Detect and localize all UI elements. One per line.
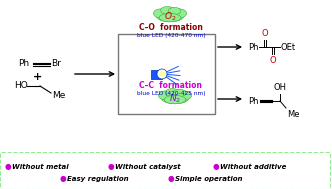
Text: O: O — [262, 29, 268, 38]
Ellipse shape — [157, 69, 167, 79]
Ellipse shape — [161, 93, 189, 104]
Text: ●: ● — [5, 163, 14, 171]
Text: OH: OH — [274, 83, 287, 92]
Text: $O_2$: $O_2$ — [164, 11, 176, 23]
Ellipse shape — [161, 6, 174, 14]
Text: Ph: Ph — [248, 43, 259, 51]
Ellipse shape — [168, 7, 181, 15]
Ellipse shape — [173, 89, 186, 97]
Ellipse shape — [176, 91, 192, 100]
Text: Ph: Ph — [248, 97, 259, 105]
Text: C–C  formation: C–C formation — [139, 81, 203, 90]
FancyBboxPatch shape — [1, 153, 330, 189]
Ellipse shape — [166, 88, 179, 96]
Text: Without additive: Without additive — [220, 164, 287, 170]
Text: +: + — [34, 72, 42, 82]
Ellipse shape — [153, 9, 169, 18]
Text: Ph: Ph — [18, 60, 29, 68]
Text: $N_2$: $N_2$ — [169, 93, 181, 105]
Ellipse shape — [158, 91, 174, 100]
Text: blue LED (420-425 nm): blue LED (420-425 nm) — [137, 91, 205, 95]
Text: ●: ● — [60, 174, 69, 184]
Text: Without metal: Without metal — [12, 164, 69, 170]
Text: ●: ● — [108, 163, 117, 171]
Text: O: O — [270, 56, 276, 65]
Text: Simple operation: Simple operation — [175, 176, 242, 182]
Text: Me: Me — [287, 110, 299, 119]
Bar — [118, 34, 215, 114]
Text: OEt: OEt — [281, 43, 296, 51]
Text: C–O  formation: C–O formation — [139, 23, 203, 33]
Text: HO: HO — [14, 81, 28, 91]
Ellipse shape — [171, 9, 187, 18]
Text: Without catalyst: Without catalyst — [115, 164, 181, 170]
Ellipse shape — [159, 13, 181, 22]
Text: Br: Br — [51, 60, 61, 68]
Bar — [151, 70, 162, 78]
Ellipse shape — [156, 11, 184, 22]
Text: blue LED (420-470 nm): blue LED (420-470 nm) — [137, 33, 205, 39]
Text: Me: Me — [52, 91, 65, 99]
Text: ●: ● — [168, 174, 177, 184]
Ellipse shape — [159, 71, 165, 77]
Text: ●: ● — [213, 163, 222, 171]
Text: Easy regulation: Easy regulation — [67, 176, 128, 182]
Ellipse shape — [164, 95, 186, 104]
